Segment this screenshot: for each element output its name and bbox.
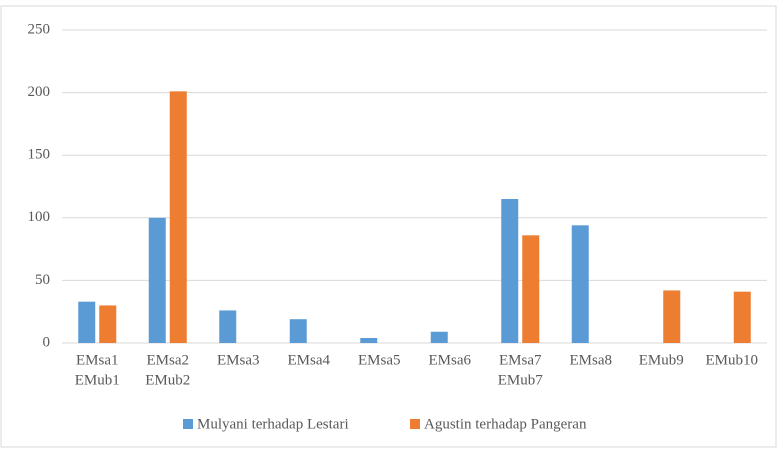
bar [289, 319, 307, 343]
bar [522, 235, 540, 343]
x-tick-label: EMsa3 [217, 352, 260, 368]
y-tick-label: 200 [28, 84, 51, 100]
x-tick-label: EMsa4 [288, 352, 331, 368]
bar [148, 217, 166, 343]
bar [430, 331, 448, 343]
x-tick-label: EMsa8 [570, 352, 613, 368]
x-tick-label: EMsa6 [429, 352, 472, 368]
bar [360, 337, 378, 343]
x-tick-label: EMsa2 [147, 352, 190, 368]
legend-swatch [183, 419, 193, 429]
y-tick-label: 0 [43, 334, 51, 350]
bar [169, 91, 187, 344]
x-tick-label: EMub7 [498, 372, 544, 388]
bar [219, 310, 237, 343]
x-tick-label: EMub2 [145, 372, 190, 388]
y-tick-label: 150 [28, 147, 51, 163]
x-tick-label: EMsa7 [499, 352, 542, 368]
legend-label: Mulyani terhadap Lestari [197, 416, 349, 432]
bar [733, 291, 751, 343]
x-tick-label: EMub1 [75, 372, 120, 388]
legend-label: Agustin terhadap Pangeran [424, 416, 587, 432]
bar [663, 290, 681, 343]
x-tick-label: EMsa1 [76, 352, 119, 368]
x-tick-label: EMsa5 [358, 352, 401, 368]
y-tick-label: 100 [28, 209, 51, 225]
bar [571, 225, 589, 343]
y-tick-label: 250 [28, 21, 51, 37]
x-tick-label: EMub10 [706, 352, 759, 368]
chart-border [0, 5, 777, 448]
bar [501, 199, 519, 343]
bar [99, 305, 117, 343]
y-tick-label: 50 [35, 272, 50, 288]
legend-swatch [410, 419, 420, 429]
x-tick-label: EMub9 [639, 352, 684, 368]
bar [78, 301, 96, 343]
